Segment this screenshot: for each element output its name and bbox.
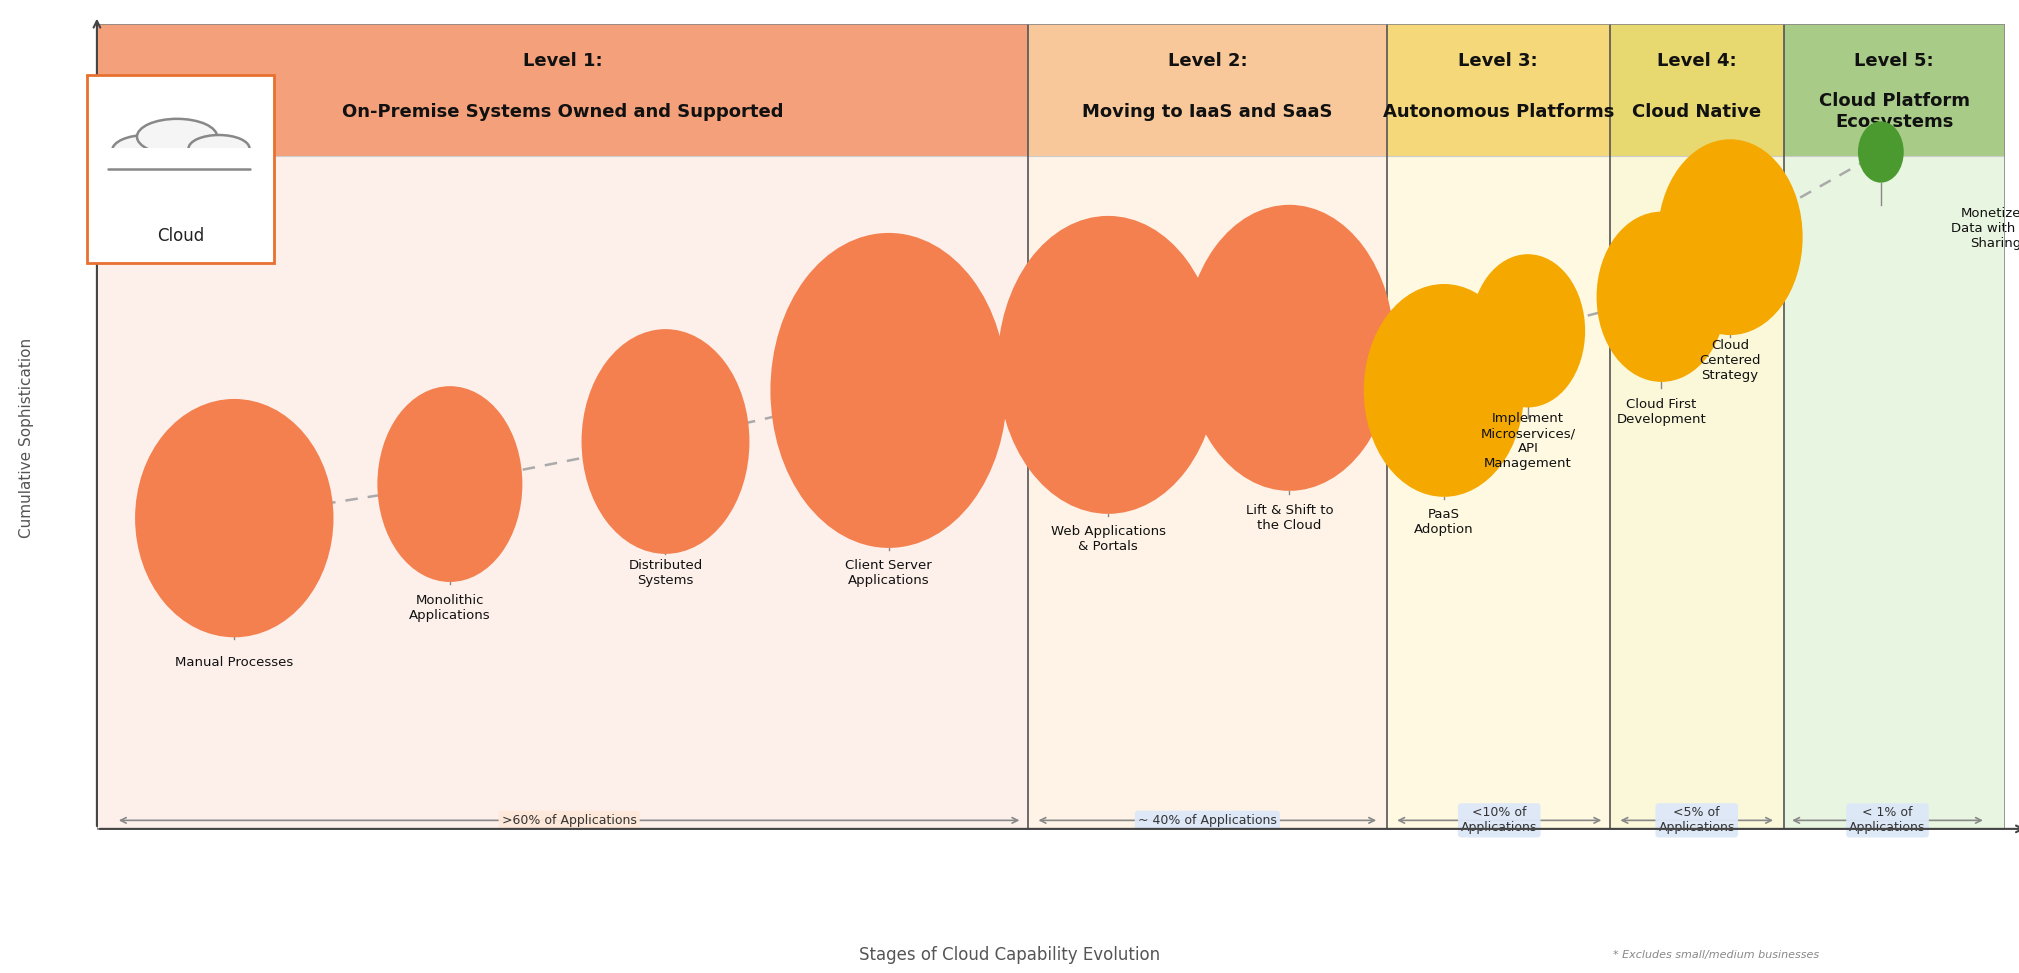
Text: Web Applications
& Portals: Web Applications & Portals xyxy=(1050,525,1165,554)
Ellipse shape xyxy=(1658,139,1803,335)
Text: Cloud First
Development: Cloud First Development xyxy=(1617,398,1706,426)
Circle shape xyxy=(137,119,218,155)
Text: ~ 40% of Applications: ~ 40% of Applications xyxy=(1139,813,1276,827)
Text: >60% of Applications: >60% of Applications xyxy=(501,813,636,827)
Text: Level 4:: Level 4: xyxy=(1658,52,1736,69)
Text: Cloud Platform
Ecosystems: Cloud Platform Ecosystems xyxy=(1819,92,1971,131)
Bar xyxy=(105,148,256,169)
Text: PaaS
Adoption: PaaS Adoption xyxy=(1413,508,1474,536)
Text: Cloud
Centered
Strategy: Cloud Centered Strategy xyxy=(1700,340,1761,382)
Text: Cloud: Cloud xyxy=(157,228,204,245)
Ellipse shape xyxy=(1470,254,1585,408)
Ellipse shape xyxy=(581,329,749,554)
Ellipse shape xyxy=(378,386,523,582)
Text: Distributed
Systems: Distributed Systems xyxy=(628,559,703,588)
Text: Moving to IaaS and SaaS: Moving to IaaS and SaaS xyxy=(1082,102,1333,121)
Bar xyxy=(1609,24,1783,829)
Ellipse shape xyxy=(135,399,333,637)
Text: Manual Processes: Manual Processes xyxy=(176,657,293,669)
Ellipse shape xyxy=(1185,205,1395,491)
Text: <10% of
Applications: <10% of Applications xyxy=(1462,807,1536,835)
Bar xyxy=(1387,24,1609,829)
Ellipse shape xyxy=(1363,284,1524,497)
Circle shape xyxy=(188,135,250,162)
Text: Level 5:: Level 5: xyxy=(1853,52,1934,69)
Bar xyxy=(97,24,1028,157)
Bar xyxy=(1028,24,1387,157)
Text: Autonomous Platforms: Autonomous Platforms xyxy=(1383,102,1613,121)
Bar xyxy=(1609,24,1783,157)
Ellipse shape xyxy=(1857,122,1904,183)
Bar xyxy=(1387,24,1609,157)
Text: Monolithic
Applications: Monolithic Applications xyxy=(410,594,491,622)
Ellipse shape xyxy=(1597,211,1726,381)
Text: < 1% of
Applications: < 1% of Applications xyxy=(1849,807,1926,835)
Text: Monetized
Data with API
Sharing: Monetized Data with API Sharing xyxy=(1950,207,2019,250)
Text: * Excludes small/medium businesses: * Excludes small/medium businesses xyxy=(1613,951,1819,960)
Ellipse shape xyxy=(771,233,1007,548)
Text: Cloud Native: Cloud Native xyxy=(1631,102,1761,121)
Text: Implement
Microservices/
API
Management: Implement Microservices/ API Management xyxy=(1480,413,1575,471)
Text: On-Premise Systems Owned and Supported: On-Premise Systems Owned and Supported xyxy=(341,102,783,121)
Bar xyxy=(97,24,1028,829)
Text: Level 3:: Level 3: xyxy=(1458,52,1538,69)
Text: Level 2:: Level 2: xyxy=(1167,52,1248,69)
Ellipse shape xyxy=(997,216,1219,514)
FancyBboxPatch shape xyxy=(87,76,275,263)
Bar xyxy=(1028,24,1387,829)
Text: Lift & Shift to
the Cloud: Lift & Shift to the Cloud xyxy=(1246,504,1333,532)
Text: Level 1:: Level 1: xyxy=(523,52,602,69)
Circle shape xyxy=(113,135,182,165)
Text: <5% of
Applications: <5% of Applications xyxy=(1658,807,1734,835)
Bar xyxy=(1783,24,2005,157)
Text: Client Server
Applications: Client Server Applications xyxy=(846,559,933,588)
Text: Stages of Cloud Capability Evolution: Stages of Cloud Capability Evolution xyxy=(858,947,1161,964)
Text: Cumulative Sophistication: Cumulative Sophistication xyxy=(18,338,34,538)
Bar xyxy=(1783,24,2005,829)
